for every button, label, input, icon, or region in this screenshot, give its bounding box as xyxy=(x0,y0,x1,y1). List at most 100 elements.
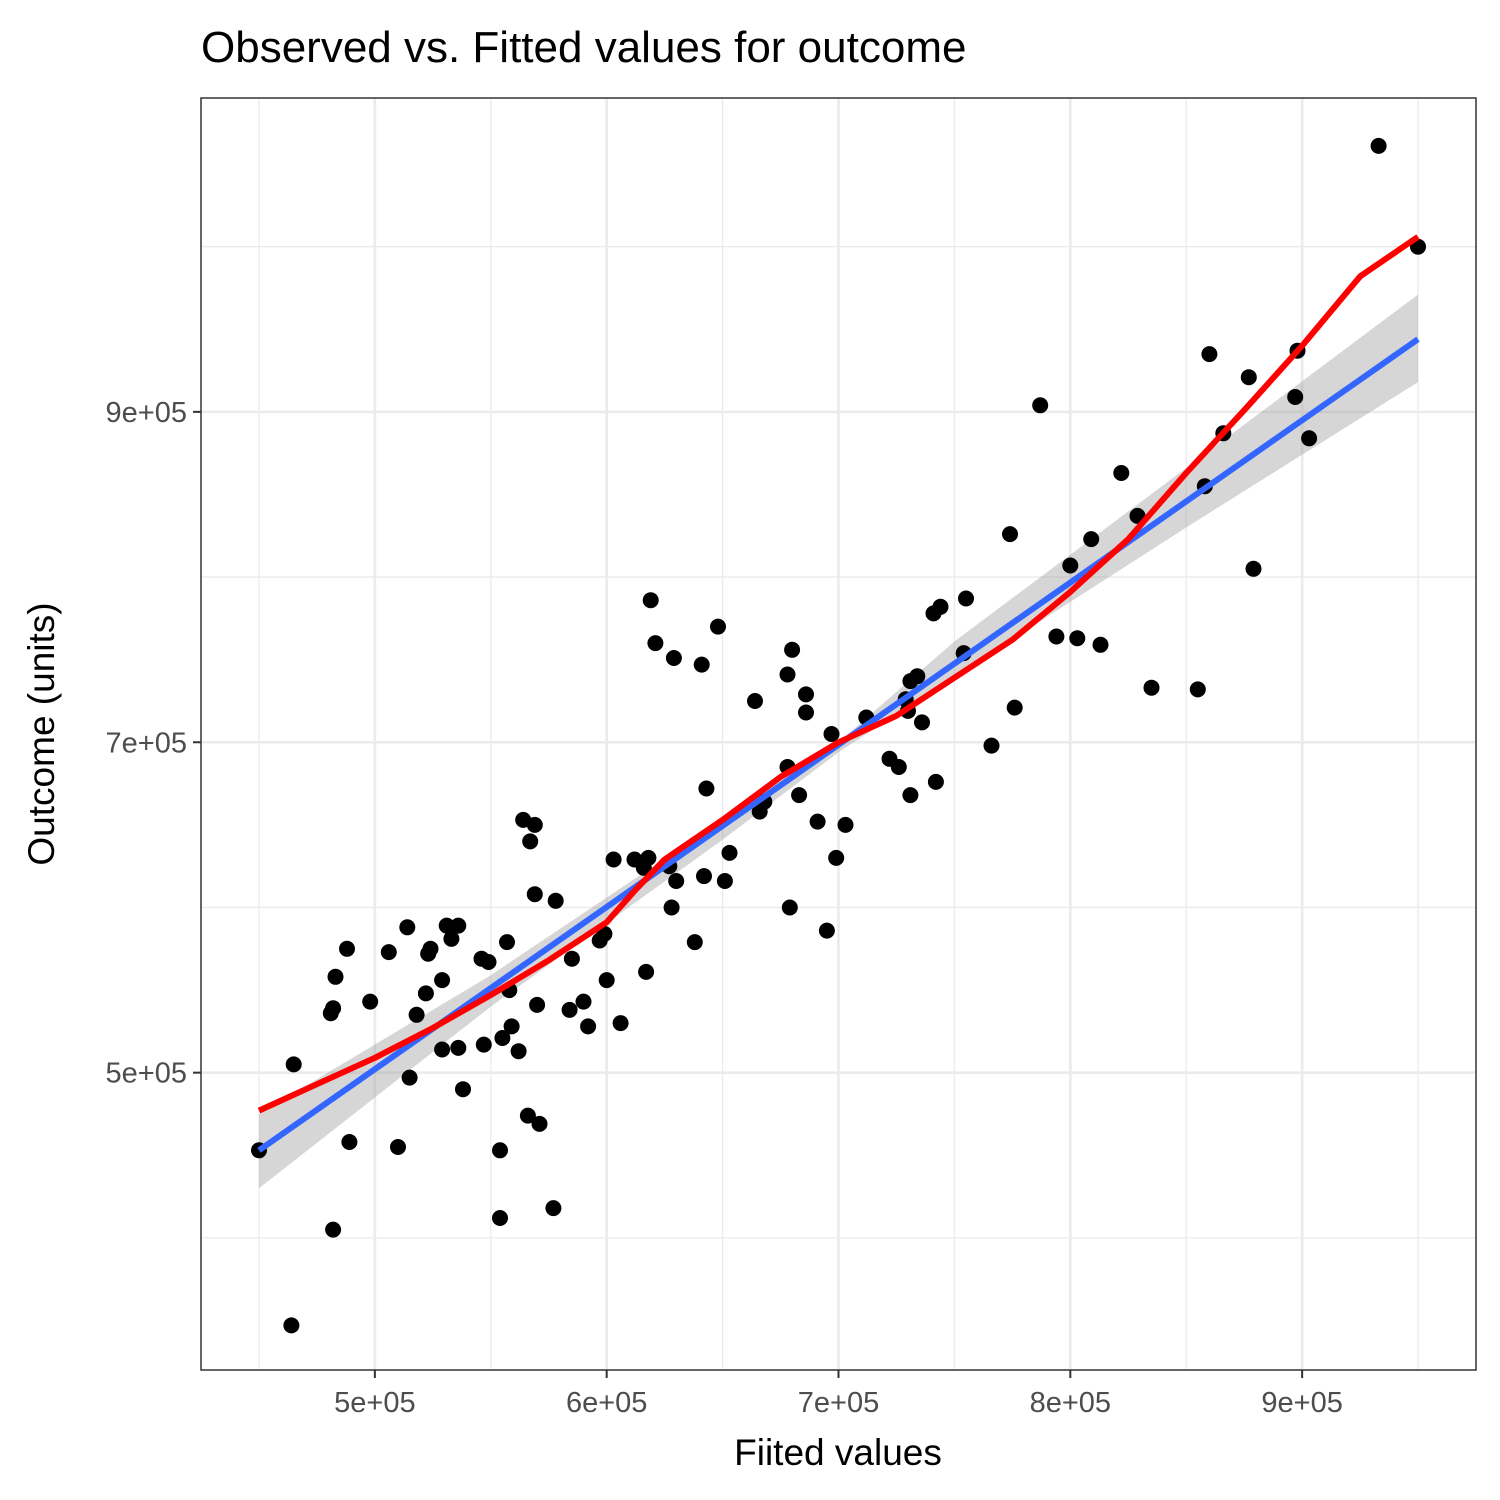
x-axis: 5e+05 6e+05 7e+05 8e+05 9e+05 xyxy=(334,1370,1343,1419)
y-tick-label: 9e+05 xyxy=(106,397,187,429)
data-point xyxy=(716,873,733,889)
data-point xyxy=(598,972,615,989)
data-point xyxy=(927,773,944,790)
data-point xyxy=(438,917,455,934)
data-point xyxy=(784,641,801,658)
data-point xyxy=(450,1039,467,1056)
data-point xyxy=(642,592,659,609)
data-point xyxy=(519,1107,536,1124)
data-point xyxy=(1287,389,1304,405)
data-point xyxy=(1002,526,1018,543)
y-tick-label: 5e+05 xyxy=(106,1058,187,1090)
data-point xyxy=(818,922,835,939)
data-point xyxy=(1032,397,1049,414)
data-point xyxy=(1201,346,1218,363)
x-tick-label: 5e+05 xyxy=(334,1387,415,1419)
data-point xyxy=(339,940,355,957)
data-point xyxy=(696,868,712,885)
data-point xyxy=(909,668,926,685)
data-point xyxy=(422,940,439,957)
data-point xyxy=(612,1015,629,1032)
data-point xyxy=(1092,636,1109,653)
data-point xyxy=(747,693,763,709)
data-point xyxy=(526,886,543,903)
data-point xyxy=(503,1018,520,1035)
x-tick-label: 8e+05 xyxy=(1030,1387,1111,1419)
data-point xyxy=(380,944,397,961)
data-point xyxy=(561,1001,578,1018)
data-point xyxy=(1189,681,1206,698)
data-point xyxy=(668,873,685,889)
data-point xyxy=(499,934,515,951)
data-point xyxy=(837,816,854,833)
data-point xyxy=(823,726,840,742)
confidence-band xyxy=(259,294,1418,1189)
y-tick-label: 7e+05 xyxy=(106,727,187,759)
data-point xyxy=(779,666,796,683)
data-point xyxy=(1301,430,1318,447)
data-point xyxy=(341,1134,358,1150)
data-point xyxy=(480,954,497,970)
data-point xyxy=(325,1221,342,1238)
data-point xyxy=(1245,560,1262,577)
data-point xyxy=(983,737,1000,754)
data-point xyxy=(902,787,919,804)
data-point xyxy=(932,598,949,615)
data-point xyxy=(710,618,726,635)
data-point xyxy=(575,993,592,1010)
data-point xyxy=(698,780,715,797)
data-point xyxy=(798,704,814,721)
data-point xyxy=(647,635,664,652)
data-point xyxy=(327,968,344,985)
confidence-band-layer xyxy=(259,294,1418,1189)
data-point xyxy=(663,899,680,916)
data-point xyxy=(781,899,798,916)
data-point xyxy=(914,714,930,731)
data-point xyxy=(1370,137,1387,154)
data-point xyxy=(563,950,580,967)
data-point xyxy=(1062,557,1079,574)
data-point xyxy=(434,972,451,989)
data-point xyxy=(545,1200,562,1217)
data-point xyxy=(283,1317,300,1334)
data-point xyxy=(522,833,539,850)
x-axis-title: Fiited values xyxy=(734,1432,942,1473)
x-tick-label: 7e+05 xyxy=(798,1387,879,1419)
data-point xyxy=(1048,628,1065,645)
data-point xyxy=(1240,369,1257,386)
chart-title: Observed vs. Fitted values for outcome xyxy=(201,23,966,72)
data-point xyxy=(1069,630,1086,647)
data-point xyxy=(605,851,622,868)
x-tick-label: 9e+05 xyxy=(1261,1387,1342,1419)
data-point xyxy=(1006,699,1023,716)
data-point xyxy=(494,1030,511,1046)
y-axis: 5e+05 7e+05 9e+05 xyxy=(106,397,201,1090)
data-point xyxy=(693,656,710,673)
y-axis-title: Outcome (units) xyxy=(21,602,62,865)
data-point xyxy=(390,1139,406,1155)
data-point xyxy=(399,919,416,936)
data-point xyxy=(1143,679,1160,696)
data-point xyxy=(443,930,460,947)
data-point xyxy=(325,1000,342,1017)
data-point xyxy=(580,1018,597,1035)
data-point xyxy=(455,1081,471,1098)
data-point xyxy=(958,590,974,607)
data-point xyxy=(362,993,379,1010)
data-point xyxy=(1113,465,1130,481)
data-point xyxy=(529,996,546,1013)
data-point xyxy=(492,1210,508,1226)
data-point xyxy=(638,963,655,980)
data-point xyxy=(285,1056,302,1073)
data-point xyxy=(640,849,657,866)
data-point xyxy=(417,985,434,1002)
data-point xyxy=(475,1036,492,1053)
fit-lines xyxy=(257,234,1420,1153)
data-point xyxy=(791,787,808,804)
data-point xyxy=(665,650,682,666)
data-point xyxy=(890,759,907,775)
x-tick-label: 6e+05 xyxy=(566,1387,647,1419)
data-point xyxy=(434,1041,451,1058)
data-point xyxy=(526,816,543,833)
